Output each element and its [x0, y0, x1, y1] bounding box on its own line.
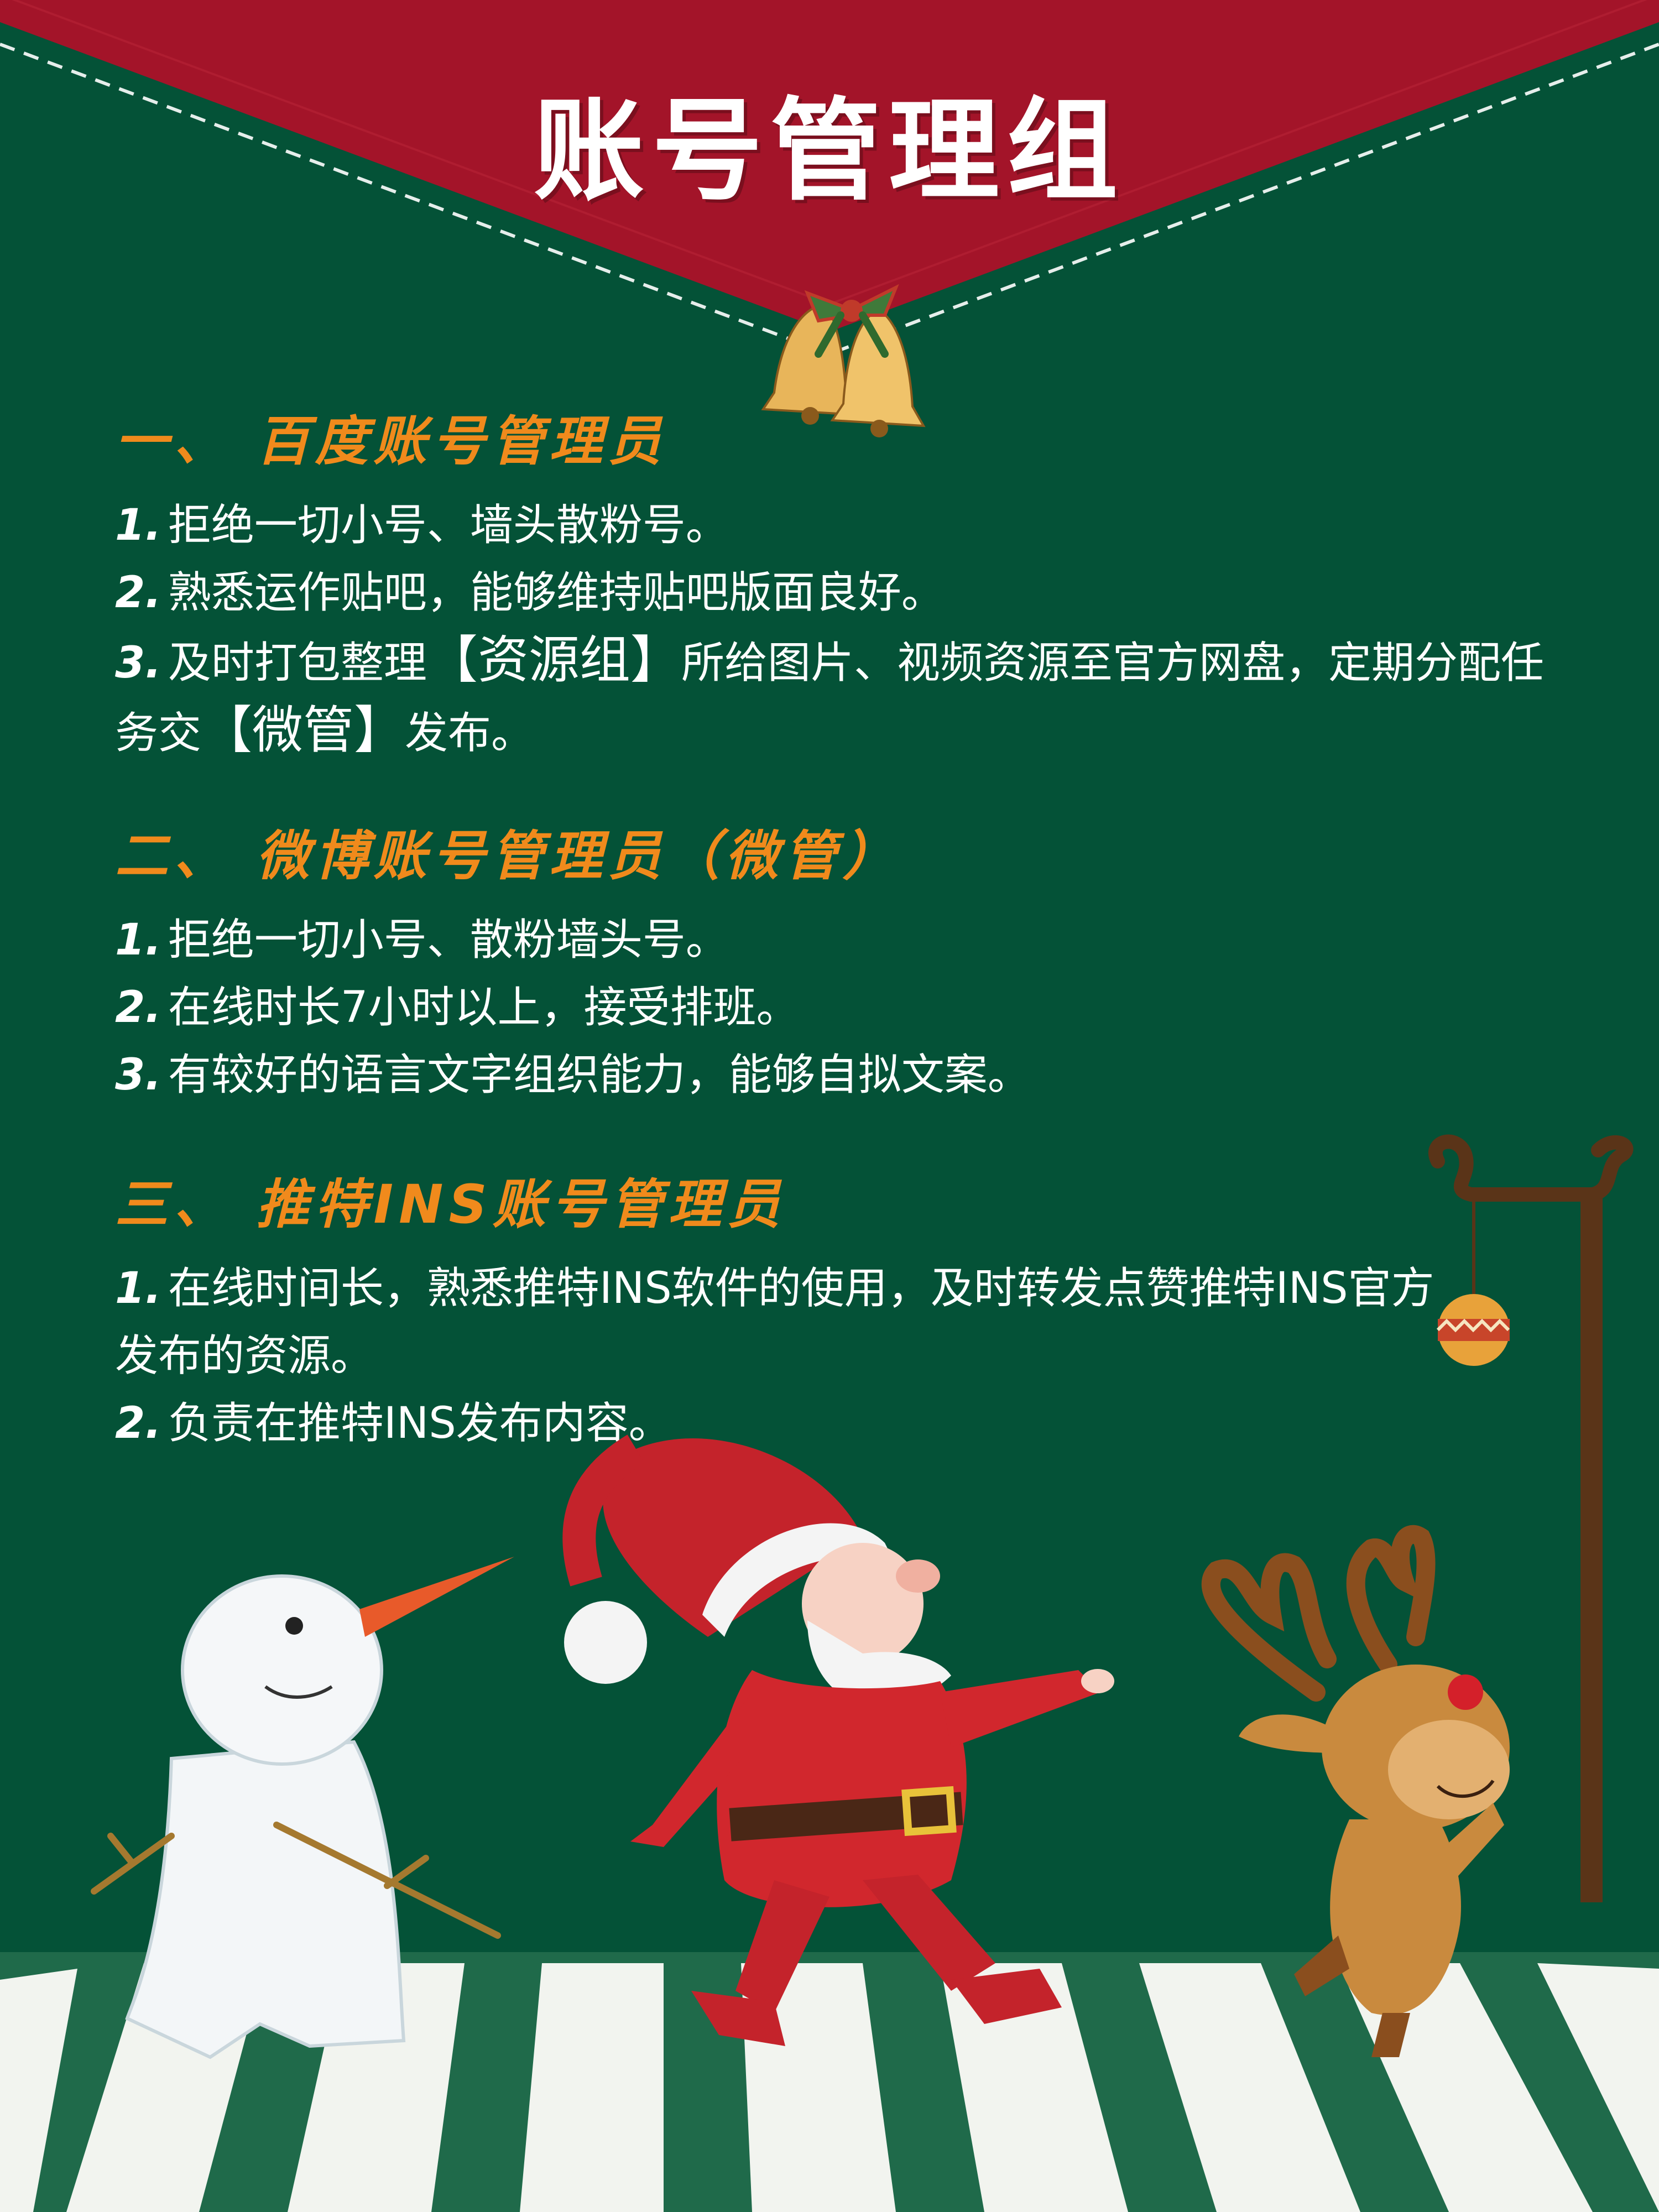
item-number: 2. — [115, 1399, 161, 1448]
item-text: 拒绝一切小号、墙头散粉号。 — [168, 500, 729, 550]
section-weibo: 二、 微博账号管理员（微管） 1. 拒绝一切小号、散粉墙头号。 2. 在线时长7小时… — [115, 813, 1564, 1109]
item-number: 2. — [115, 983, 161, 1032]
item-number: 2. — [115, 568, 161, 618]
section-heading: 二、 微博账号管理员（微管） — [115, 825, 901, 887]
list-item: 1. 拒绝一切小号、散粉墙头号。 — [115, 906, 1564, 974]
section-twitter-ins: 三、 推特INS账号管理员 1. 在线时间长，熟悉推特INS软件的使用，及时转发点… — [115, 1161, 1453, 1457]
reindeer-icon — [1201, 1525, 1510, 2057]
item-text: 及时打包整理 — [168, 638, 427, 688]
page-title: 账号管理组 — [533, 87, 1125, 216]
snowman-icon — [91, 1557, 514, 2059]
list-item: 3. 及时打包整理【资源组】所给图片、视频资源至官方网盘，定期分配任务交【微管】发… — [115, 627, 1564, 767]
list-item: 2. 负责在推特INS发布内容。 — [115, 1390, 1453, 1457]
item-number: 1. — [115, 500, 161, 550]
item-number: 1. — [115, 1264, 161, 1313]
list-item: 1. 拒绝一切小号、墙头散粉号。 — [115, 492, 1564, 559]
item-text-emphasis: 【资源组】 — [426, 630, 681, 690]
lamp-post-icon — [1428, 1134, 1634, 1902]
item-text: 熟悉运作贴吧，能够维持贴吧版面良好。 — [168, 568, 945, 618]
item-number: 3. — [115, 638, 161, 688]
item-number: 3. — [115, 1050, 161, 1100]
bell-icon — [761, 284, 926, 437]
ornament-icon — [1436, 1294, 1510, 1366]
santa-icon — [562, 1434, 1114, 2046]
list-item: 1. 在线时间长，熟悉推特INS软件的使用，及时转发点赞推特INS官方发布的资源。 — [115, 1255, 1453, 1390]
list-item: 2. 在线时长7小时以上，接受排班。 — [115, 974, 1564, 1041]
item-text: 所给图片、视频资源至官方网盘，定期分配任务交 — [115, 638, 1544, 758]
item-text: 在线时间长，熟悉推特INS软件的使用，及时转发点赞推特INS官方发布的资源。 — [115, 1264, 1434, 1381]
list-item: 3. 有较好的语言文字组织能力，能够自拟文案。 — [115, 1041, 1564, 1109]
section-heading: 一、 百度账号管理员 — [115, 410, 667, 472]
item-text: 有较好的语言文字组织能力，能够自拟文案。 — [168, 1050, 1031, 1100]
list-item: 2. 熟悉运作贴吧，能够维持贴吧版面良好。 — [115, 559, 1564, 627]
item-number: 1. — [115, 915, 161, 965]
item-text: 负责在推特INS发布内容。 — [168, 1399, 672, 1448]
item-text: 拒绝一切小号、散粉墙头号。 — [168, 915, 729, 965]
section-heading: 三、 推特INS账号管理员 — [115, 1173, 786, 1235]
item-text: 发布。 — [405, 708, 535, 758]
section-baidu: 一、 百度账号管理员 1. 拒绝一切小号、墙头散粉号。 2. 熟悉运作贴吧，能够维持… — [115, 398, 1564, 767]
item-text: 在线时长7小时以上，接受排班。 — [168, 983, 800, 1032]
item-text-emphasis: 【微管】 — [201, 701, 405, 760]
